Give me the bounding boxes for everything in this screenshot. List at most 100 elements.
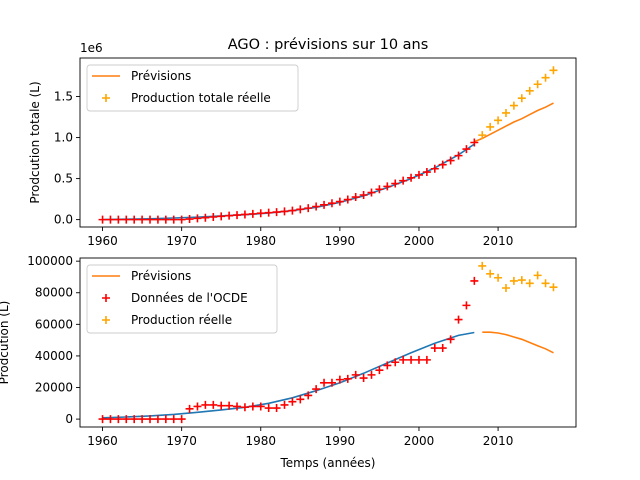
data-point-historical-data <box>98 215 107 224</box>
legend-marker-swatch <box>102 316 110 324</box>
x-tick-label: 1970 <box>166 234 197 248</box>
data-point-donn-es-de-l-ocde <box>153 415 162 424</box>
data-point-historical-data <box>146 215 155 224</box>
data-point-historical-data <box>225 211 234 220</box>
data-point-historical-data <box>399 176 408 185</box>
data-point-historical-data <box>351 193 360 202</box>
data-point-production-r-elle <box>486 269 495 278</box>
data-point-donn-es-de-l-ocde <box>240 403 249 412</box>
data-point-donn-es-de-l-ocde <box>367 370 376 379</box>
data-point-historical-data <box>248 209 257 218</box>
legend-label: Production réelle <box>131 313 232 327</box>
data-point-historical-data <box>312 202 321 211</box>
data-point-donn-es-de-l-ocde <box>399 355 408 364</box>
data-point-donn-es-de-l-ocde <box>177 415 186 424</box>
data-point-historical-data <box>217 212 226 221</box>
y-tick-label: 0.5 <box>54 172 73 186</box>
data-point-historical-data <box>114 215 123 224</box>
plot-area <box>98 261 558 424</box>
data-point-historical-data <box>256 209 265 218</box>
data-point-historical-data <box>272 208 281 217</box>
data-point-donn-es-de-l-ocde <box>312 385 321 394</box>
data-point-historical-data <box>288 206 297 215</box>
data-point-historical-data <box>138 215 147 224</box>
data-point-production-totale-r-elle <box>541 73 550 82</box>
data-point-historical-data <box>201 213 210 222</box>
y-tick-label: 1.0 <box>54 131 73 145</box>
data-point-production-r-elle <box>509 276 518 285</box>
data-point-historical-data <box>296 205 305 214</box>
data-point-historical-data <box>367 188 376 197</box>
data-point-historical-data <box>240 210 249 219</box>
data-point-production-totale-r-elle <box>525 86 534 95</box>
data-point-donn-es-de-l-ocde <box>114 415 123 424</box>
chart-title: AGO : prévisions sur 10 ans <box>228 37 429 53</box>
data-point-donn-es-de-l-ocde <box>161 415 170 424</box>
data-point-donn-es-de-l-ocde <box>335 375 344 384</box>
data-point-production-totale-r-elle <box>478 131 487 140</box>
axes-frame <box>79 57 577 228</box>
data-point-production-totale-r-elle <box>486 122 495 131</box>
data-point-historical-data <box>454 151 463 160</box>
data-point-production-totale-r-elle <box>494 116 503 125</box>
data-point-donn-es-de-l-ocde <box>438 344 447 353</box>
y-axis-label: Prodcution (L) <box>0 301 11 385</box>
data-point-donn-es-de-l-ocde <box>422 355 431 364</box>
data-point-historical-data <box>462 145 471 154</box>
legend-label: Production totale réelle <box>131 91 271 105</box>
data-point-historical-data <box>304 204 313 213</box>
data-point-donn-es-de-l-ocde <box>209 400 218 409</box>
data-point-historical-data <box>161 215 170 224</box>
data-point-donn-es-de-l-ocde <box>138 415 147 424</box>
data-point-donn-es-de-l-ocde <box>272 404 281 413</box>
data-point-donn-es-de-l-ocde <box>383 361 392 370</box>
chart-1: AGO : prévisions sur 10 ans 1960 1970 1980 1… <box>28 37 577 248</box>
x-tick-label: 1970 <box>166 434 197 448</box>
legend-label: Prévisions <box>131 69 191 83</box>
data-point-donn-es-de-l-ocde <box>296 395 305 404</box>
data-point-historical-data <box>153 215 162 224</box>
data-point-donn-es-de-l-ocde <box>304 391 313 400</box>
data-point-historical-data <box>359 191 368 200</box>
data-point-donn-es-de-l-ocde <box>454 315 463 324</box>
y-tick-label: 20000 <box>35 381 73 395</box>
data-point-historical-data <box>414 170 423 179</box>
x-tick-label: 1980 <box>245 234 276 248</box>
data-point-donn-es-de-l-ocde <box>430 344 439 353</box>
x-tick-label: 1960 <box>87 434 118 448</box>
y-tick-label: 100000 <box>27 254 73 268</box>
data-point-historical-data <box>209 212 218 221</box>
data-point-donn-es-de-l-ocde <box>217 401 226 410</box>
data-point-donn-es-de-l-ocde <box>407 355 416 364</box>
data-point-historical-data <box>430 164 439 173</box>
data-point-historical-data <box>130 215 139 224</box>
x-tick-label: 1980 <box>245 434 276 448</box>
data-point-donn-es-de-l-ocde <box>185 404 194 413</box>
data-point-historical-data <box>407 173 416 182</box>
data-point-donn-es-de-l-ocde <box>320 378 329 387</box>
data-point-historical-data <box>327 199 336 208</box>
data-point-donn-es-de-l-ocde <box>470 276 479 285</box>
y-tick-label: 40000 <box>35 349 73 363</box>
data-point-historical-data <box>320 200 329 209</box>
data-point-donn-es-de-l-ocde <box>122 415 131 424</box>
data-point-donn-es-de-l-ocde <box>280 400 289 409</box>
legend-label: Données de l'OCDE <box>131 291 248 305</box>
data-point-donn-es-de-l-ocde <box>193 402 202 411</box>
data-point-historical-data <box>185 215 194 224</box>
data-point-production-r-elle <box>494 273 503 282</box>
data-point-donn-es-de-l-ocde <box>343 374 352 383</box>
data-point-donn-es-de-l-ocde <box>264 404 273 413</box>
data-point-historical-data <box>470 138 479 147</box>
y-tick-label: 0.0 <box>54 213 73 227</box>
axes-frame <box>79 257 577 428</box>
data-point-production-totale-r-elle <box>549 66 558 75</box>
data-point-donn-es-de-l-ocde <box>446 335 455 344</box>
legend: Prévisions Données de l'OCDE Production ré… <box>86 264 278 334</box>
data-point-donn-es-de-l-ocde <box>359 374 368 383</box>
data-point-production-totale-r-elle <box>509 101 518 110</box>
data-point-donn-es-de-l-ocde <box>248 402 257 411</box>
series-line-pr-visions <box>482 331 554 354</box>
data-point-historical-data <box>280 207 289 216</box>
